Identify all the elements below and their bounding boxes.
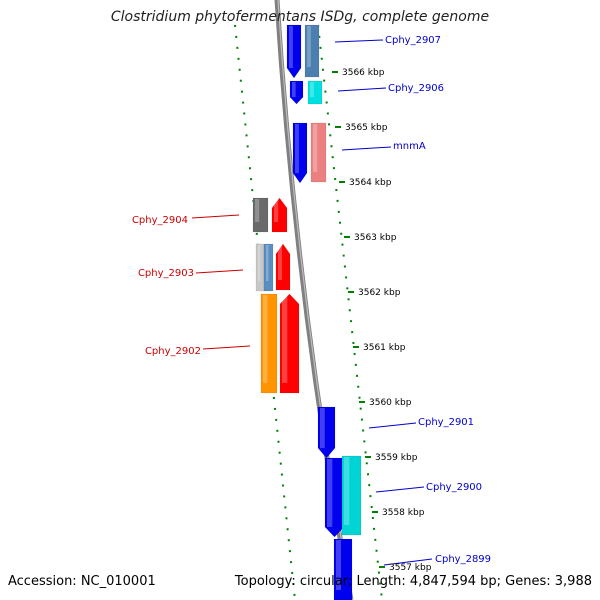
gene-features: [252, 24, 362, 600]
kbp-tick-label: 3558 kbp: [382, 508, 425, 518]
gene-arrow: [304, 24, 320, 78]
gene-callout-line: [202, 345, 251, 350]
gene-arrow-shine: [266, 245, 269, 281]
gene-arrow: [271, 197, 288, 233]
gene-label: Cphy_2904: [132, 215, 188, 226]
gene-callout-line: [368, 422, 417, 429]
accession-text: Accession: NC_010001: [8, 574, 156, 589]
gene-label: Cphy_2899: [435, 554, 491, 565]
kbp-tick-label: 3560 kbp: [369, 398, 412, 408]
gene-arrow-shine: [292, 82, 296, 98]
gene-arrow-shine: [307, 26, 311, 67]
gene-callout-line: [375, 486, 425, 493]
gene-arrow: [289, 80, 304, 105]
gene-arrow-shine: [258, 245, 261, 281]
gene-arrow-shine: [327, 459, 333, 527]
gene-arrow: [317, 406, 336, 459]
gene-arrow-shine: [263, 295, 268, 383]
gene-arrow-shine: [278, 245, 282, 280]
gene-arrow: [275, 243, 291, 291]
genome-summary: Topology: circular; Length: 4,847,594 bp…: [234, 574, 592, 589]
map-title: Clostridium phytofermentans ISDg, comple…: [110, 9, 490, 25]
kbp-tick-label: 3564 kbp: [349, 178, 392, 188]
gene-label: mnmA: [393, 141, 426, 152]
gene-arrow: [286, 24, 302, 79]
gene-arrow: [279, 293, 300, 394]
gene-arrow-shine: [336, 540, 342, 590]
gene-callout-line: [195, 269, 244, 274]
kbp-ruler: 3566 kbp 3565 kbp 3564 kbp 3563 kbp 3562 kbp…: [332, 68, 432, 573]
gene-arrow-shine: [282, 295, 288, 383]
gene-label: Cphy_2902: [145, 346, 201, 357]
gene-arrow-shine: [313, 124, 318, 172]
gene-arrow-shine: [295, 124, 299, 173]
gene-arrow: [310, 122, 327, 183]
gene-arrow: [263, 243, 274, 292]
gene-label: Cphy_2907: [385, 35, 441, 46]
gene-arrow: [324, 457, 345, 538]
kbp-tick-label: 3557 kbp: [389, 563, 432, 573]
gene-label: Cphy_2906: [388, 83, 444, 94]
gene-arrow: [307, 80, 323, 105]
gene-arrow-shine: [344, 457, 350, 525]
kbp-tick-label: 3566 kbp: [342, 68, 385, 78]
gene-arrow-shine: [310, 82, 314, 98]
gene-callout-line: [383, 558, 433, 566]
gene-arrow-shine: [255, 199, 260, 222]
kbp-tick-label: 3562 kbp: [358, 288, 401, 298]
gene-callout-line: [191, 214, 240, 219]
gene-labels: Cphy_2907 Cphy_2906 mnmA Cphy_2904 Cphy_2903…: [132, 35, 491, 566]
gene-callout-line: [337, 87, 387, 92]
gene-arrow: [292, 122, 308, 184]
kbp-tick-label: 3565 kbp: [345, 123, 388, 133]
kbp-tick-label: 3559 kbp: [375, 453, 418, 463]
gene-arrow: [260, 293, 278, 394]
kbp-tick-label: 3561 kbp: [363, 343, 406, 353]
gene-label: Cphy_2903: [138, 268, 194, 279]
gene-arrow-shine: [289, 26, 293, 68]
gene-label: Cphy_2901: [418, 417, 474, 428]
gene-arrow: [341, 455, 362, 536]
kbp-tick-label: 3563 kbp: [354, 233, 397, 243]
gene-label: Cphy_2900: [426, 482, 482, 493]
gene-callout-line: [334, 39, 384, 43]
gene-arrow-shine: [320, 408, 325, 448]
gene-arrow-shine: [274, 199, 279, 222]
gene-arrow: [252, 197, 269, 233]
gene-callout-line: [341, 146, 392, 151]
gene-arrow: [333, 538, 353, 600]
